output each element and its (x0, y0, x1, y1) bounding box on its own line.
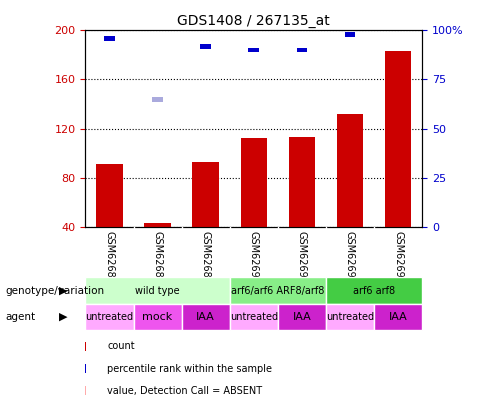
Bar (230, 277, 326, 304)
Bar (345, 32, 355, 37)
Bar (85, 304, 134, 330)
Bar (144, 223, 171, 227)
Bar (85, 277, 230, 304)
Bar (374, 304, 422, 330)
Text: genotype/variation: genotype/variation (5, 286, 104, 296)
Bar (337, 114, 363, 227)
Text: GSM62690: GSM62690 (249, 231, 259, 284)
Text: untreated: untreated (85, 312, 134, 322)
Text: IAA: IAA (292, 312, 311, 322)
Text: GSM62687: GSM62687 (104, 231, 115, 284)
Bar (248, 47, 259, 53)
Text: ▶: ▶ (59, 312, 68, 322)
Text: untreated: untreated (326, 312, 374, 322)
Bar (192, 162, 219, 227)
Text: GSM62691: GSM62691 (297, 231, 307, 284)
Bar (152, 97, 163, 102)
Bar (278, 304, 326, 330)
Text: arf6 arf8: arf6 arf8 (353, 286, 395, 296)
Bar (393, 12, 404, 17)
Bar (385, 51, 411, 227)
Title: GDS1408 / 267135_at: GDS1408 / 267135_at (177, 14, 330, 28)
Bar (134, 304, 182, 330)
Text: wild type: wild type (135, 286, 180, 296)
Bar (326, 304, 374, 330)
Text: untreated: untreated (230, 312, 278, 322)
Text: count: count (107, 341, 135, 351)
Bar (201, 44, 211, 49)
Text: GSM62689: GSM62689 (153, 231, 163, 284)
Bar (182, 304, 230, 330)
Text: IAA: IAA (196, 312, 215, 322)
Text: mock: mock (142, 312, 173, 322)
Text: GSM62688: GSM62688 (201, 231, 211, 284)
Text: value, Detection Call = ABSENT: value, Detection Call = ABSENT (107, 386, 263, 396)
Text: ▶: ▶ (59, 286, 68, 296)
Text: arf6/arf6 ARF8/arf8: arf6/arf6 ARF8/arf8 (231, 286, 325, 296)
Text: GSM62693: GSM62693 (393, 231, 403, 284)
Text: IAA: IAA (389, 312, 407, 322)
Bar (104, 36, 115, 41)
Text: GSM62692: GSM62692 (345, 231, 355, 284)
Bar (241, 139, 267, 227)
Text: percentile rank within the sample: percentile rank within the sample (107, 364, 272, 373)
Bar (230, 304, 278, 330)
Text: agent: agent (5, 312, 35, 322)
Bar (326, 277, 422, 304)
Bar (96, 164, 122, 227)
Bar (297, 47, 307, 53)
Bar (288, 137, 315, 227)
